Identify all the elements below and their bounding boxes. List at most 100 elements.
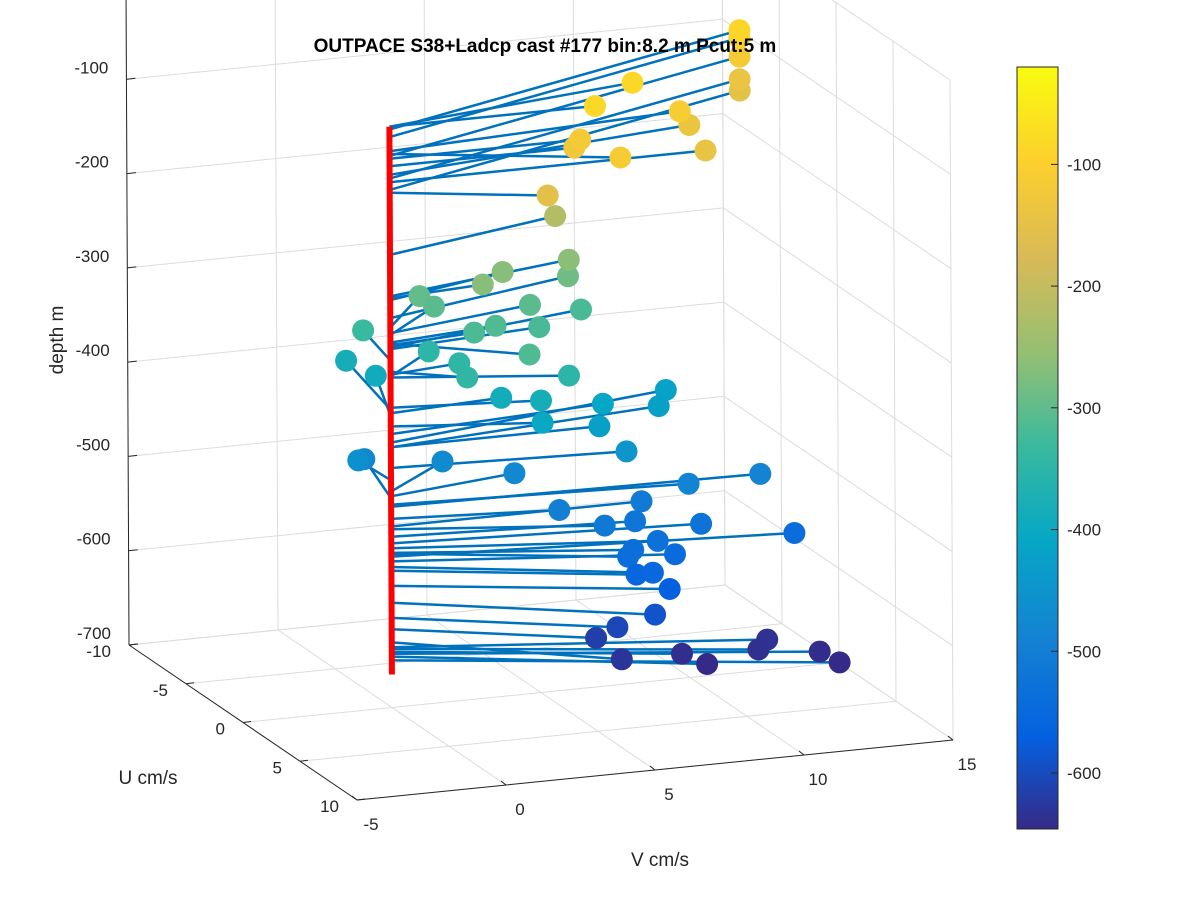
data-point xyxy=(617,545,640,568)
data-point xyxy=(431,450,454,473)
data-point xyxy=(671,642,693,665)
data-point xyxy=(531,411,554,434)
grid-line xyxy=(831,0,951,81)
vector-line xyxy=(389,110,680,153)
y-tick-label: -5 xyxy=(153,681,168,700)
grid-line xyxy=(242,662,840,723)
vector-line xyxy=(389,55,740,158)
data-point xyxy=(456,366,479,389)
grid-lines xyxy=(125,0,954,801)
vector-line xyxy=(389,81,633,128)
z-tick-label: -700 xyxy=(77,624,111,643)
vector-line xyxy=(390,450,627,470)
grid-line xyxy=(892,41,897,702)
z-tick-label: -100 xyxy=(74,58,108,77)
data-point xyxy=(528,316,551,339)
data-point xyxy=(584,95,606,117)
data-point xyxy=(569,128,592,151)
grid-line xyxy=(835,2,840,663)
x-tick-mark xyxy=(798,750,805,756)
data-point xyxy=(749,462,772,485)
z-tick-mark xyxy=(128,454,138,457)
vector-line xyxy=(389,191,548,197)
data-point xyxy=(490,386,513,409)
data-point xyxy=(696,653,719,675)
data-point xyxy=(828,651,851,674)
vector-line xyxy=(389,146,575,168)
data-point xyxy=(548,499,571,521)
plot-area xyxy=(335,19,851,675)
colorbar-bar xyxy=(1016,66,1059,830)
grid-line xyxy=(722,18,951,175)
data-point xyxy=(664,543,686,566)
vector-line xyxy=(391,548,634,555)
vector-line xyxy=(389,214,556,257)
vector-line xyxy=(390,374,570,379)
data-point xyxy=(808,640,831,663)
x-tick-label: 0 xyxy=(515,800,524,819)
y-tick-label: 10 xyxy=(320,797,339,816)
colorbar-tick-label: -600 xyxy=(1067,764,1101,783)
vector-line xyxy=(391,500,642,528)
data-point xyxy=(519,293,541,316)
colorbar-tick-label: -500 xyxy=(1067,642,1101,661)
data-point xyxy=(615,440,638,463)
data-point xyxy=(610,648,633,671)
data-point xyxy=(728,19,751,42)
z-tick-label: -500 xyxy=(76,435,110,454)
y-axis-label: U cm/s xyxy=(118,768,177,789)
vector-line xyxy=(389,36,740,139)
y-tick-label: 0 xyxy=(216,720,225,739)
x-tick-label: -5 xyxy=(363,815,378,834)
data-point xyxy=(364,364,387,387)
data-point xyxy=(728,68,751,91)
x-tick-mark xyxy=(649,765,656,771)
vector-line xyxy=(391,584,670,591)
data-point xyxy=(647,395,670,418)
data-point xyxy=(484,314,507,337)
x-tick-label: 10 xyxy=(809,770,828,789)
data-point xyxy=(544,205,567,228)
y-tick-label: -10 xyxy=(86,642,111,661)
data-point xyxy=(783,522,806,544)
data-point xyxy=(471,273,494,296)
data-point xyxy=(417,340,440,363)
vector-line xyxy=(391,539,658,550)
grid-line xyxy=(127,207,724,269)
data-point xyxy=(347,449,370,472)
x-tick-mark xyxy=(947,735,954,741)
vector-line xyxy=(391,627,597,640)
vector-line xyxy=(390,471,515,498)
vector-line xyxy=(390,404,659,449)
grid-line xyxy=(128,584,726,646)
grid-line xyxy=(299,700,897,762)
x-tick-label: 5 xyxy=(664,785,673,804)
vector-line xyxy=(391,638,768,649)
data-point xyxy=(644,603,667,626)
data-point xyxy=(646,529,669,552)
data-point xyxy=(690,512,713,535)
colorbar: -100 -200 -300 -400 -500 -600 xyxy=(1016,66,1101,830)
data-point xyxy=(518,343,541,366)
colorbar-tick-label: -100 xyxy=(1067,155,1101,174)
z-tick-mark xyxy=(126,77,136,80)
data-point xyxy=(557,248,580,271)
z-tick-label: -300 xyxy=(75,247,109,266)
vector-line xyxy=(390,399,542,409)
grid-line xyxy=(126,18,723,80)
grid-line xyxy=(724,490,953,647)
data-point xyxy=(503,462,526,485)
axes-box xyxy=(125,0,954,801)
data-point xyxy=(609,146,632,169)
vector-line xyxy=(390,421,543,428)
data-point xyxy=(694,139,717,162)
data-point xyxy=(621,71,644,94)
colorbar-tick-label: -200 xyxy=(1067,277,1101,296)
y-tick-label: 5 xyxy=(273,758,282,777)
data-point xyxy=(536,184,559,207)
z-tick-label: -400 xyxy=(76,341,110,360)
vector-line xyxy=(389,104,596,128)
vector-line xyxy=(390,388,667,444)
vector-line xyxy=(345,359,392,411)
